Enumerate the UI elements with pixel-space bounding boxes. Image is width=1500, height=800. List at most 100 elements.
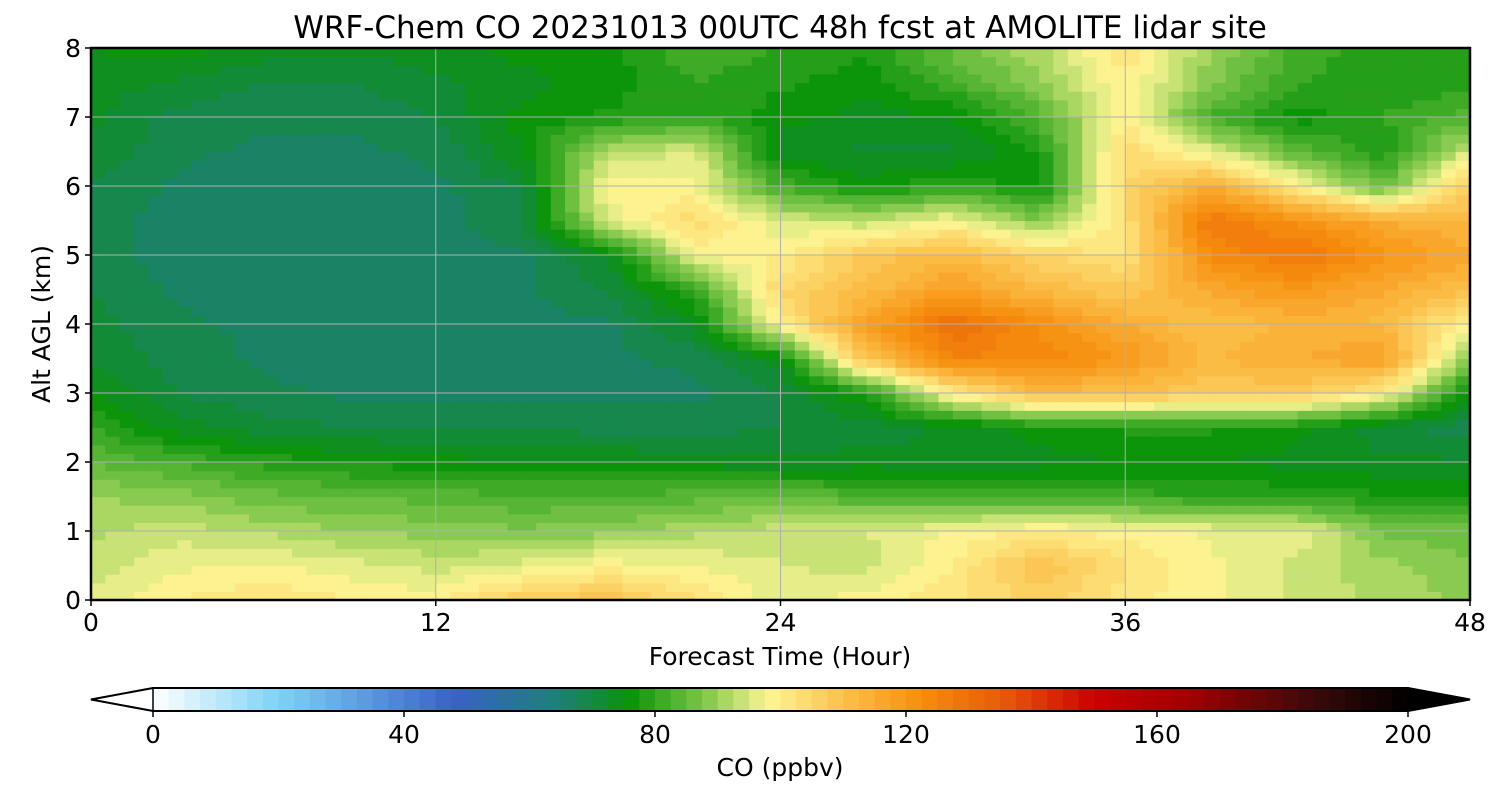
- heatmap-cell: [277, 496, 293, 506]
- heatmap-cell: [1441, 194, 1457, 204]
- heatmap-cell: [608, 436, 624, 446]
- heatmap-cell: [1412, 505, 1428, 515]
- heatmap-cell: [1125, 160, 1141, 170]
- heatmap-cell: [608, 505, 624, 515]
- heatmap-cell: [852, 367, 868, 377]
- heatmap-cell: [909, 186, 925, 196]
- heatmap-cell: [895, 160, 911, 170]
- heatmap-cell: [881, 470, 897, 480]
- heatmap-cell: [1426, 470, 1442, 480]
- heatmap-cell: [306, 470, 322, 480]
- heatmap-cell: [852, 574, 868, 584]
- heatmap-cell: [780, 151, 796, 161]
- heatmap-cell: [1197, 237, 1213, 247]
- heatmap-cell: [1125, 280, 1141, 291]
- heatmap-cell: [1053, 505, 1069, 515]
- heatmap-cell: [177, 332, 193, 342]
- heatmap-cell: [1268, 160, 1284, 170]
- heatmap-cell: [837, 237, 853, 247]
- heatmap-cell: [967, 539, 983, 549]
- heatmap-cell: [220, 487, 236, 498]
- heatmap-cell: [392, 194, 408, 204]
- heatmap-cell: [450, 358, 466, 368]
- heatmap-cell: [1383, 211, 1399, 222]
- heatmap-cell: [794, 375, 810, 385]
- heatmap-cell: [407, 393, 422, 403]
- heatmap-cell: [162, 453, 178, 463]
- heatmap-cell: [1125, 298, 1141, 308]
- heatmap-cell: [1010, 289, 1026, 299]
- heatmap-cell: [1153, 487, 1169, 498]
- heatmap-cell: [1326, 194, 1342, 204]
- heatmap-cell: [435, 410, 451, 420]
- heatmap-cell: [148, 298, 164, 308]
- heatmap-cell: [967, 453, 983, 463]
- heatmap-cell: [579, 591, 595, 600]
- heatmap-cell: [723, 220, 738, 230]
- heatmap-cell: [134, 444, 150, 454]
- heatmap-cell: [1067, 410, 1083, 420]
- heatmap-cell: [823, 427, 839, 437]
- heatmap-cell: [981, 194, 997, 204]
- heatmap-cell: [608, 531, 624, 541]
- heatmap-cell: [162, 393, 178, 403]
- heatmap-cell: [1039, 436, 1055, 446]
- heatmap-cell: [478, 410, 494, 420]
- heatmap-cell: [263, 220, 279, 230]
- heatmap-cell: [205, 548, 221, 558]
- heatmap-cell: [723, 591, 738, 600]
- heatmap-cell: [823, 393, 839, 403]
- heatmap-cell: [1355, 237, 1371, 247]
- heatmap-cell: [349, 306, 365, 316]
- heatmap-cell: [450, 401, 466, 411]
- heatmap-cell: [1311, 565, 1327, 575]
- heatmap-cell: [967, 548, 983, 558]
- heatmap-cell: [1426, 513, 1442, 523]
- heatmap-cell: [708, 160, 724, 170]
- heatmap-cell: [579, 548, 595, 558]
- heatmap-cell: [1110, 186, 1126, 196]
- heatmap-cell: [766, 211, 782, 222]
- heatmap-cell: [1053, 591, 1069, 600]
- heatmap-cell: [1268, 565, 1284, 575]
- heatmap-cell: [665, 272, 681, 282]
- heatmap-cell: [91, 194, 106, 204]
- heatmap-cell: [1211, 229, 1227, 239]
- heatmap-cell: [967, 315, 983, 325]
- heatmap-cell: [751, 427, 767, 437]
- heatmap-cell: [823, 479, 839, 489]
- heatmap-cell: [378, 418, 394, 429]
- heatmap-cell: [794, 211, 810, 222]
- heatmap-cell: [1383, 229, 1399, 239]
- heatmap-cell: [378, 539, 394, 549]
- heatmap-cell: [306, 324, 322, 334]
- heatmap-cell: [335, 531, 351, 541]
- heatmap-cell: [162, 375, 178, 385]
- heatmap-cell: [191, 401, 207, 411]
- heatmap-cell: [593, 177, 609, 187]
- heatmap-cell: [249, 565, 264, 575]
- heatmap-cell: [306, 505, 322, 515]
- heatmap-cell: [249, 427, 264, 437]
- heatmap-cell: [536, 591, 552, 600]
- heatmap-cell: [708, 324, 724, 334]
- heatmap-cell: [119, 384, 135, 394]
- heatmap-cell: [292, 505, 308, 515]
- heatmap-cell: [967, 306, 983, 316]
- heatmap-cell: [737, 237, 753, 247]
- heatmap-cell: [249, 151, 264, 161]
- heatmap-cell: [1369, 186, 1385, 196]
- heatmap-cell: [1182, 548, 1198, 558]
- heatmap-cell: [1153, 177, 1169, 187]
- heatmap-cell: [1153, 367, 1169, 377]
- heatmap-cell: [1268, 306, 1284, 316]
- heatmap-cell: [378, 298, 394, 308]
- heatmap-cell: [909, 194, 925, 204]
- heatmap-cell: [967, 332, 983, 342]
- heatmap-cell: [780, 444, 796, 454]
- heatmap-cell: [177, 453, 193, 463]
- heatmap-cell: [191, 531, 207, 541]
- heatmap-cell: [593, 393, 609, 403]
- heatmap-cell: [1326, 298, 1342, 308]
- heatmap-cell: [1039, 565, 1055, 575]
